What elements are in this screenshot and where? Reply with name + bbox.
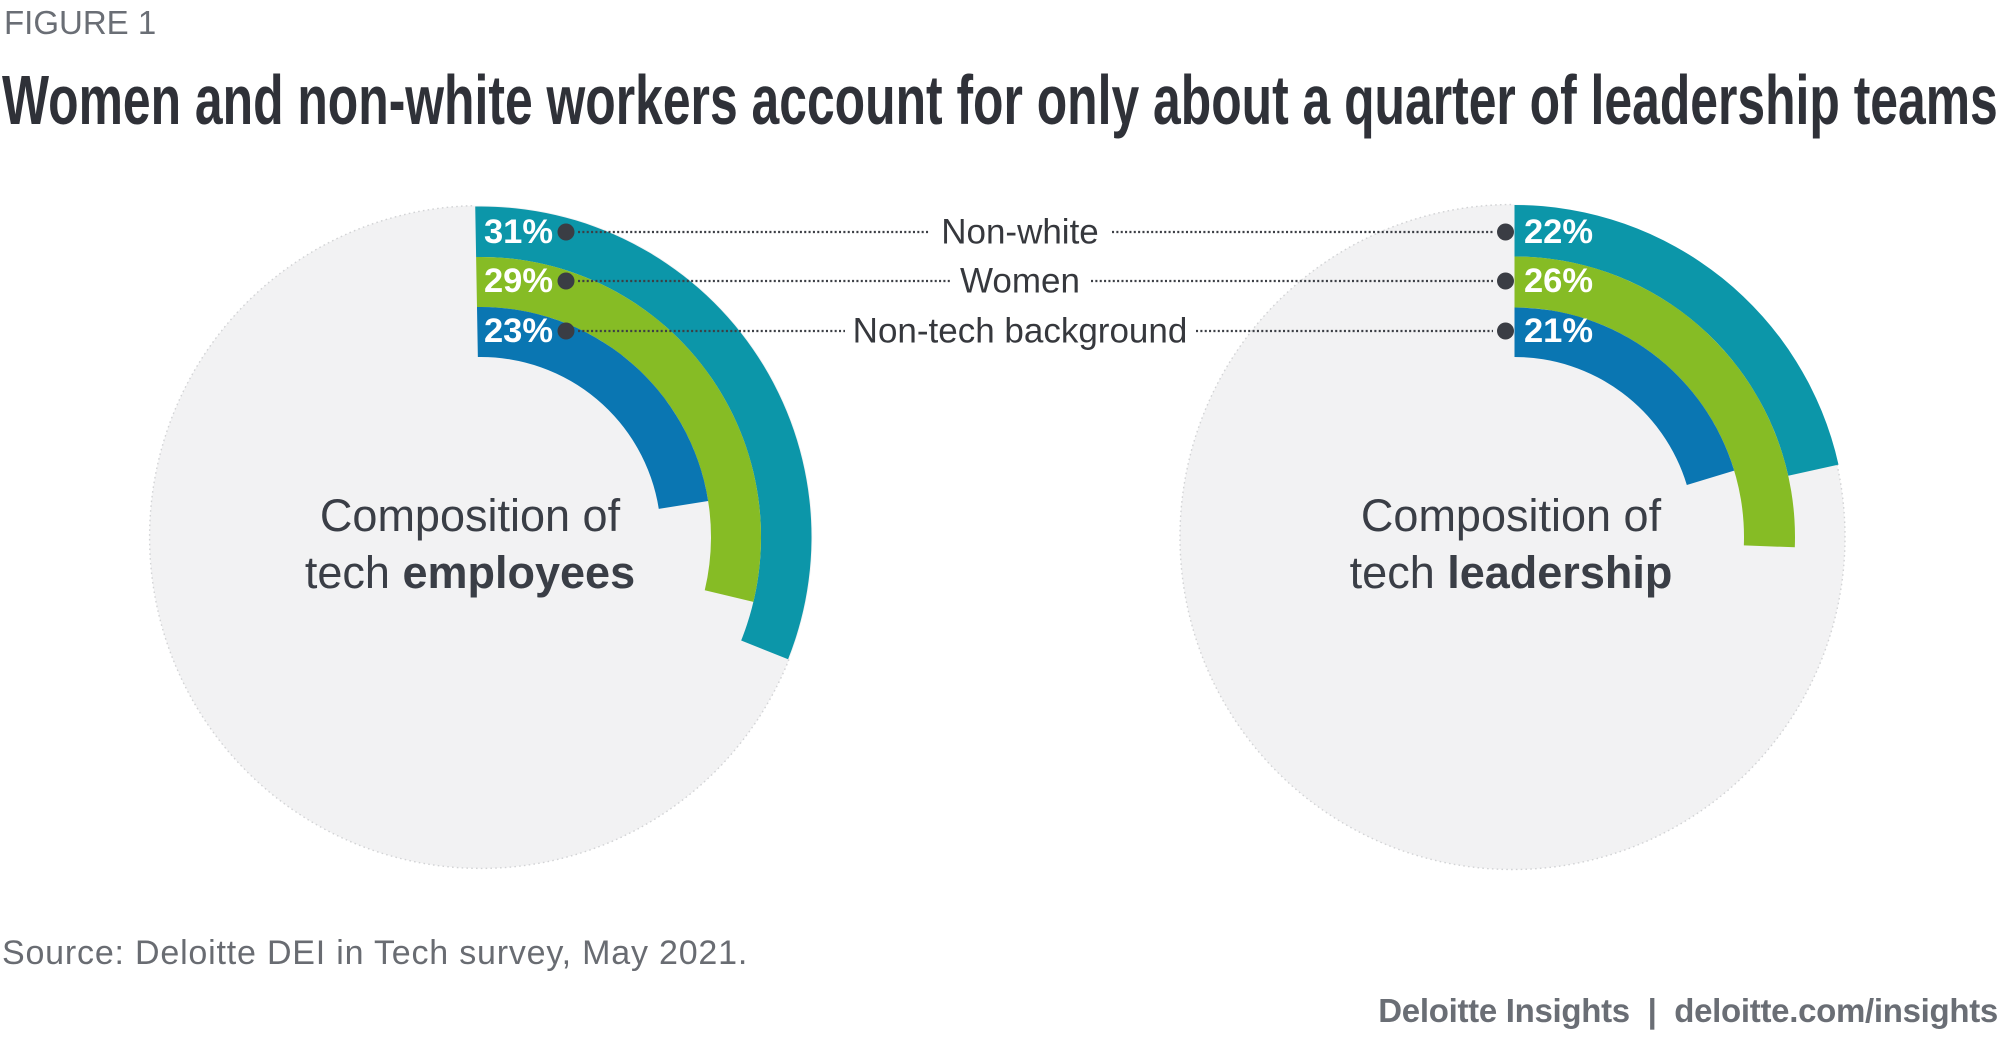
svg-text:29%: 29% [484,262,553,300]
svg-text:Non-tech background: Non-tech background [853,312,1188,351]
svg-text:tech leadership: tech leadership [1350,547,1673,598]
svg-text:tech employees: tech employees [305,547,635,598]
svg-text:23%: 23% [484,312,553,350]
svg-text:31%: 31% [484,213,553,251]
svg-text:21%: 21% [1524,312,1593,350]
svg-text:Women: Women [960,262,1080,301]
svg-text:22%: 22% [1524,213,1593,251]
svg-text:26%: 26% [1524,262,1593,300]
svg-text:Composition of: Composition of [1361,490,1662,541]
svg-text:Composition of: Composition of [320,490,621,541]
svg-text:Non-white: Non-white [941,213,1099,252]
